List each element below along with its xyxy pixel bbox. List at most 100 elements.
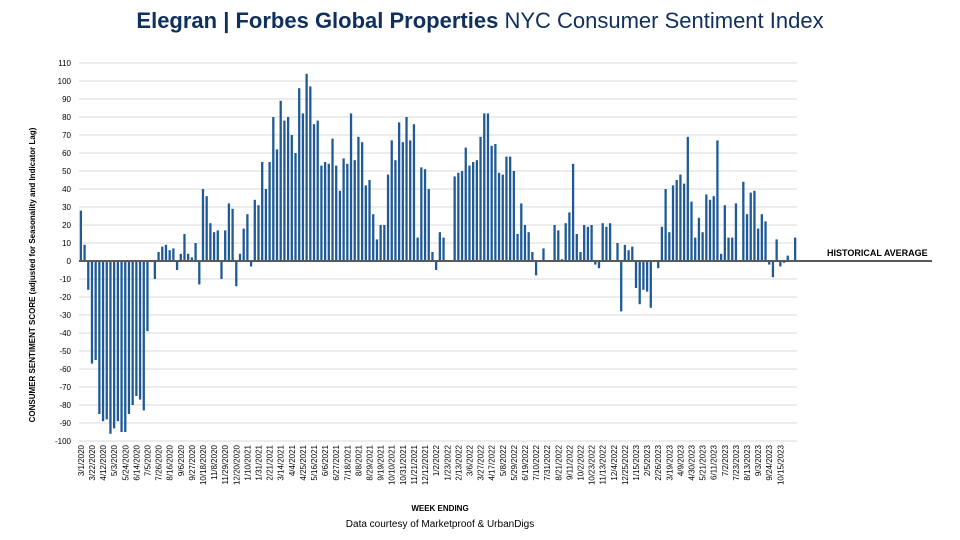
y-tick-label: -90	[59, 419, 71, 428]
x-tick-label: 10/23/2022	[588, 444, 597, 485]
bar	[316, 120, 319, 261]
bar	[124, 261, 127, 432]
y-tick-label: -70	[59, 383, 71, 392]
y-tick-label: 0	[67, 257, 72, 266]
bar	[109, 261, 112, 434]
bar	[571, 163, 575, 261]
x-tick-label: 1/15/2023	[632, 444, 641, 480]
bar	[286, 117, 290, 261]
bar	[146, 261, 149, 332]
chart-title: Elegran | Forbes Global Properties NYC C…	[0, 8, 960, 34]
bar	[209, 223, 212, 261]
y-tick-label: 30	[62, 203, 71, 212]
bar	[253, 199, 256, 261]
x-axis-label: WEEK ENDING	[411, 504, 468, 513]
bar	[275, 149, 279, 261]
bar	[794, 237, 797, 261]
bar	[534, 261, 538, 276]
y-axis-ticks: -100-90-80-70-60-50-40-30-20-10010203040…	[55, 59, 72, 446]
bar	[94, 261, 97, 360]
bar	[335, 165, 338, 261]
bar	[557, 230, 560, 261]
x-tick-label: 6/6/2021	[321, 444, 330, 476]
bar	[756, 228, 760, 261]
y-tick-label: 40	[62, 185, 71, 194]
bar	[212, 232, 216, 261]
y-tick-label: 80	[62, 113, 71, 122]
bar	[416, 237, 419, 261]
bar	[127, 261, 131, 414]
data-credit: Data courtesy of Marketproof & UrbanDigs	[346, 519, 534, 530]
bar	[719, 253, 723, 261]
bar	[312, 124, 316, 261]
bar	[353, 160, 356, 261]
y-tick-label: -50	[59, 347, 71, 356]
bar	[283, 120, 286, 261]
bar	[623, 244, 627, 261]
bar	[705, 194, 708, 261]
bar	[627, 250, 630, 261]
bar	[268, 162, 271, 261]
bar	[220, 261, 223, 279]
bar	[238, 253, 242, 261]
bar	[453, 176, 456, 261]
bar	[138, 261, 142, 400]
bar	[272, 117, 275, 261]
bar	[742, 181, 745, 261]
bar	[342, 158, 345, 261]
bar	[590, 225, 593, 261]
x-tick-label: 7/10/2022	[532, 444, 541, 480]
x-tick-label: 9/24/2023	[765, 444, 774, 480]
x-tick-label: 5/29/2022	[510, 444, 519, 480]
bar	[675, 180, 678, 261]
bar	[431, 252, 434, 261]
x-tick-label: 9/6/2020	[177, 444, 186, 476]
bar	[457, 172, 460, 261]
bar	[372, 214, 375, 261]
bar	[749, 192, 752, 261]
bar	[649, 261, 652, 308]
x-tick-label: 8/13/2023	[743, 444, 752, 480]
bar	[131, 261, 134, 405]
bar	[105, 261, 108, 420]
bar	[697, 217, 701, 261]
bar	[397, 122, 401, 262]
bar	[638, 261, 641, 305]
bar	[601, 223, 604, 261]
bar	[475, 160, 478, 261]
x-tick-label: 2/21/2021	[266, 444, 275, 480]
x-tick-label: 7/18/2021	[343, 444, 352, 480]
bar	[460, 171, 464, 261]
x-tick-label: 11/8/2020	[210, 444, 219, 480]
bar	[179, 253, 182, 261]
x-tick-label: 9/11/2022	[565, 444, 574, 480]
bar	[205, 196, 208, 261]
x-tick-label: 1/10/2021	[243, 444, 252, 480]
x-tick-label: 8/16/2020	[166, 444, 175, 480]
chart-title-brand: Elegran | Forbes Global Properties	[136, 8, 499, 33]
bar	[187, 253, 190, 261]
bar	[142, 261, 145, 411]
y-tick-label: 20	[62, 221, 71, 230]
bar	[331, 138, 334, 261]
bar	[201, 189, 205, 261]
bar	[113, 261, 116, 429]
x-tick-label: 12/25/2022	[621, 444, 630, 485]
bar	[579, 252, 582, 261]
bar	[79, 210, 82, 261]
bar	[231, 208, 234, 261]
y-tick-label: -100	[55, 437, 72, 446]
bar	[390, 140, 393, 261]
bar	[616, 243, 619, 261]
bar	[586, 226, 590, 261]
y-tick-label: 10	[62, 239, 71, 248]
x-tick-label: 5/16/2021	[310, 444, 319, 480]
x-tick-label: 9/27/2020	[188, 444, 197, 480]
y-tick-label: 70	[62, 131, 71, 140]
x-tick-label: 10/15/2023	[776, 444, 785, 485]
historical-average-label: HISTORICAL AVERAGE	[827, 248, 928, 258]
bar	[642, 261, 645, 290]
bar	[686, 136, 689, 261]
bar	[505, 156, 508, 261]
